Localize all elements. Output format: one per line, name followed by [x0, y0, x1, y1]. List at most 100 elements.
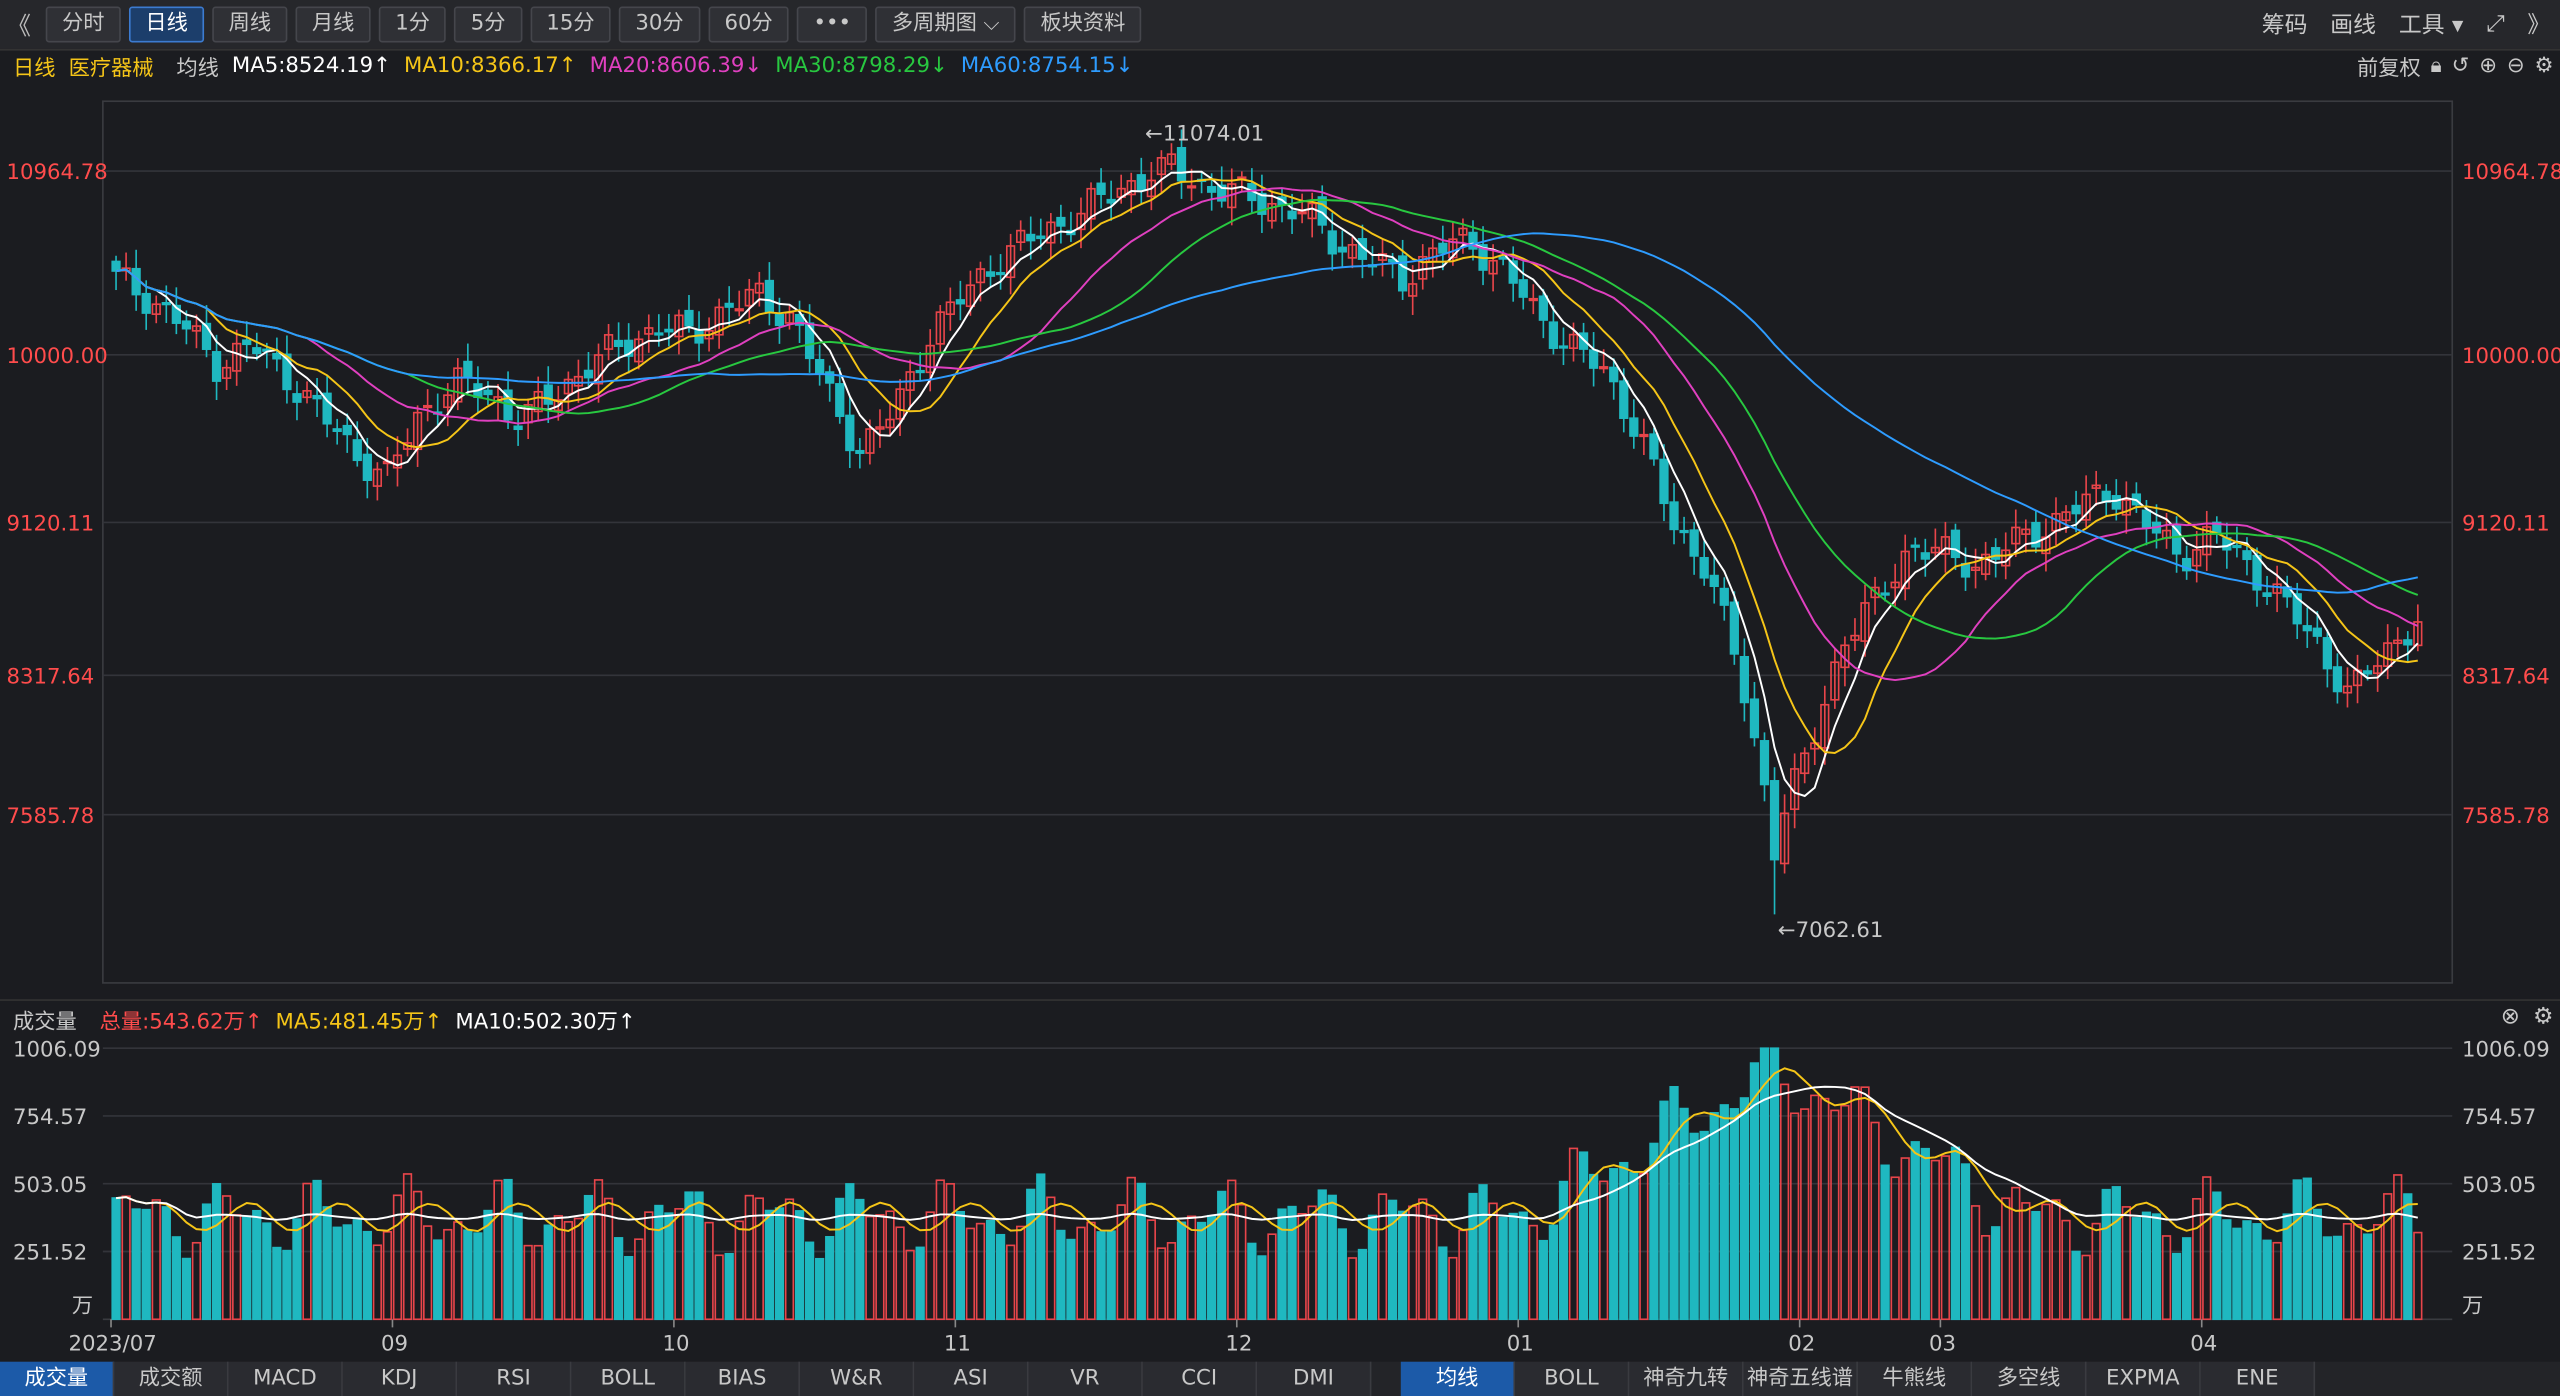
- indicator-tab-8[interactable]: ASI: [914, 1361, 1029, 1396]
- volume-bar: [1820, 1097, 1830, 1321]
- volume-settings-icon[interactable]: ⚙: [2532, 1004, 2554, 1031]
- period-tab-5[interactable]: 5分: [454, 6, 522, 43]
- candle-body: [2272, 583, 2282, 594]
- volume-bar: [624, 1255, 634, 1321]
- price-tick-right: 9120.11: [2462, 512, 2550, 537]
- volume-bar: [1478, 1184, 1488, 1321]
- candle-body: [593, 354, 604, 385]
- period-tab-9[interactable]: •••: [797, 6, 868, 43]
- min-price-label: ←7062.61: [1778, 918, 1884, 943]
- zoom-out-icon[interactable]: ⊖: [2506, 53, 2525, 78]
- overlay-tab-2[interactable]: 神奇九转: [1629, 1361, 1744, 1396]
- candle-body: [613, 339, 624, 348]
- tools-menu-button[interactable]: 工具 ▾: [2398, 13, 2464, 40]
- price-chart[interactable]: 10964.78 10964.78 10000.00 10000.00 9120.11 9…: [0, 82, 2560, 1000]
- volume-bar: [2121, 1206, 2131, 1321]
- volume-bar: [111, 1197, 121, 1321]
- volume-bar: [855, 1198, 865, 1321]
- period-tab-10[interactable]: 多周期图 ⌵: [875, 6, 1016, 43]
- period-tab-6[interactable]: 15分: [530, 6, 611, 43]
- period-tab-3[interactable]: 月线: [295, 6, 371, 43]
- overlay-tab-3[interactable]: 神奇五线谱: [1743, 1361, 1858, 1396]
- volume-bar: [804, 1241, 815, 1321]
- overlay-tab-0[interactable]: 均线: [1400, 1361, 1516, 1396]
- candle-body: [2342, 685, 2353, 694]
- candle-body: [1217, 184, 1227, 202]
- candle-body: [1609, 366, 1619, 383]
- x-axis-label: 03: [1929, 1331, 1956, 1356]
- volume-bar: [573, 1217, 584, 1321]
- undo-icon[interactable]: ↺: [2451, 53, 2470, 78]
- candle-body: [1146, 179, 1156, 198]
- indicator-tab-11[interactable]: DMI: [1257, 1361, 1372, 1396]
- period-tab-1[interactable]: 日线: [129, 6, 205, 43]
- candle-body: [1719, 587, 1729, 606]
- candle-body: [2061, 511, 2071, 522]
- indicator-tab-3[interactable]: KDJ: [342, 1361, 458, 1396]
- period-tab-8[interactable]: 60分: [708, 6, 790, 43]
- volume-bar: [764, 1209, 775, 1321]
- zoom-in-icon[interactable]: ⊕: [2479, 53, 2498, 78]
- overlay-tab-6[interactable]: EXPMA: [2086, 1361, 2201, 1396]
- volume-bar: [2001, 1197, 2011, 1321]
- volume-bar: [1267, 1233, 1277, 1321]
- adjust-mode-button[interactable]: 前复权: [2357, 56, 2421, 81]
- volume-bar: [1468, 1192, 1478, 1321]
- close-icon[interactable]: ⊗: [2500, 1004, 2520, 1031]
- period-tab-0[interactable]: 分时: [45, 6, 121, 43]
- indicator-tab-10[interactable]: CCI: [1142, 1361, 1258, 1396]
- price-tick-right: 10000.00: [2462, 344, 2560, 369]
- candle-body: [885, 418, 895, 429]
- volume-bar: [1438, 1246, 1448, 1321]
- candle-body: [1890, 581, 1900, 589]
- candle-body: [362, 453, 372, 482]
- candle-body: [1438, 242, 1448, 254]
- ma20-value: MA20:8606.39↓: [589, 53, 763, 78]
- overlay-tab-4[interactable]: 牛熊线: [1857, 1361, 1973, 1396]
- candle-body: [1528, 297, 1538, 302]
- period-tab-4[interactable]: 1分: [378, 6, 447, 43]
- volume-bar: [794, 1210, 805, 1321]
- collapse-left-icon[interactable]: 《: [6, 10, 32, 41]
- candle-body: [1337, 246, 1347, 253]
- volume-bar: [1769, 1047, 1780, 1321]
- period-tab-7[interactable]: 30分: [619, 6, 700, 43]
- ma-label[interactable]: 均线: [176, 56, 219, 81]
- volume-bar: [935, 1179, 945, 1321]
- indicator-tab-6[interactable]: BIAS: [685, 1361, 800, 1396]
- indicator-tab-5[interactable]: BOLL: [571, 1361, 686, 1396]
- volume-bar: [2222, 1219, 2232, 1321]
- chip-distribution-button[interactable]: 筹码: [2261, 13, 2308, 40]
- draw-line-button[interactable]: 画线: [2330, 13, 2377, 40]
- period-tab-2[interactable]: 周线: [212, 6, 288, 43]
- indicator-tab-1[interactable]: 成交额: [114, 1361, 229, 1396]
- indicator-tab-7[interactable]: W&R: [799, 1361, 915, 1396]
- indicator-tab-4[interactable]: RSI: [457, 1361, 572, 1396]
- volume-bar: [1418, 1198, 1428, 1321]
- candle-body: [1136, 174, 1146, 192]
- candle-body: [1397, 255, 1408, 292]
- volume-bar: [433, 1239, 443, 1321]
- candle-body: [603, 334, 614, 350]
- ma10-line: [115, 178, 2418, 755]
- overlay-tab-1[interactable]: BOLL: [1515, 1361, 1630, 1396]
- settings-icon[interactable]: ⚙: [2534, 53, 2554, 78]
- period-tab-11[interactable]: 板块资料: [1024, 6, 1142, 43]
- volume-bar: [714, 1254, 724, 1321]
- expand-icon[interactable]: ⤢: [2486, 11, 2505, 38]
- volume-bar: [674, 1208, 684, 1321]
- volume-bar: [322, 1206, 332, 1321]
- indicator-tab-0[interactable]: 成交量: [0, 1361, 115, 1396]
- volume-bar: [1739, 1097, 1750, 1321]
- volume-chart[interactable]: 1006.09 1006.09 754.57 754.57 503.05 503.05 25…: [0, 1035, 2560, 1362]
- indicator-tab-2[interactable]: MACD: [228, 1361, 343, 1396]
- volume-bar: [503, 1178, 513, 1321]
- volume-bar: [784, 1198, 795, 1321]
- x-axis-label: 11: [944, 1331, 971, 1356]
- overlay-tab-7[interactable]: ENE: [2200, 1361, 2316, 1396]
- candle-body: [1327, 230, 1337, 255]
- lock-icon[interactable]: 🔒︎: [2430, 53, 2442, 78]
- indicator-tab-9[interactable]: VR: [1028, 1361, 1143, 1396]
- collapse-right-icon[interactable]: 》: [2527, 13, 2551, 40]
- overlay-tab-5[interactable]: 多空线: [1972, 1361, 2087, 1396]
